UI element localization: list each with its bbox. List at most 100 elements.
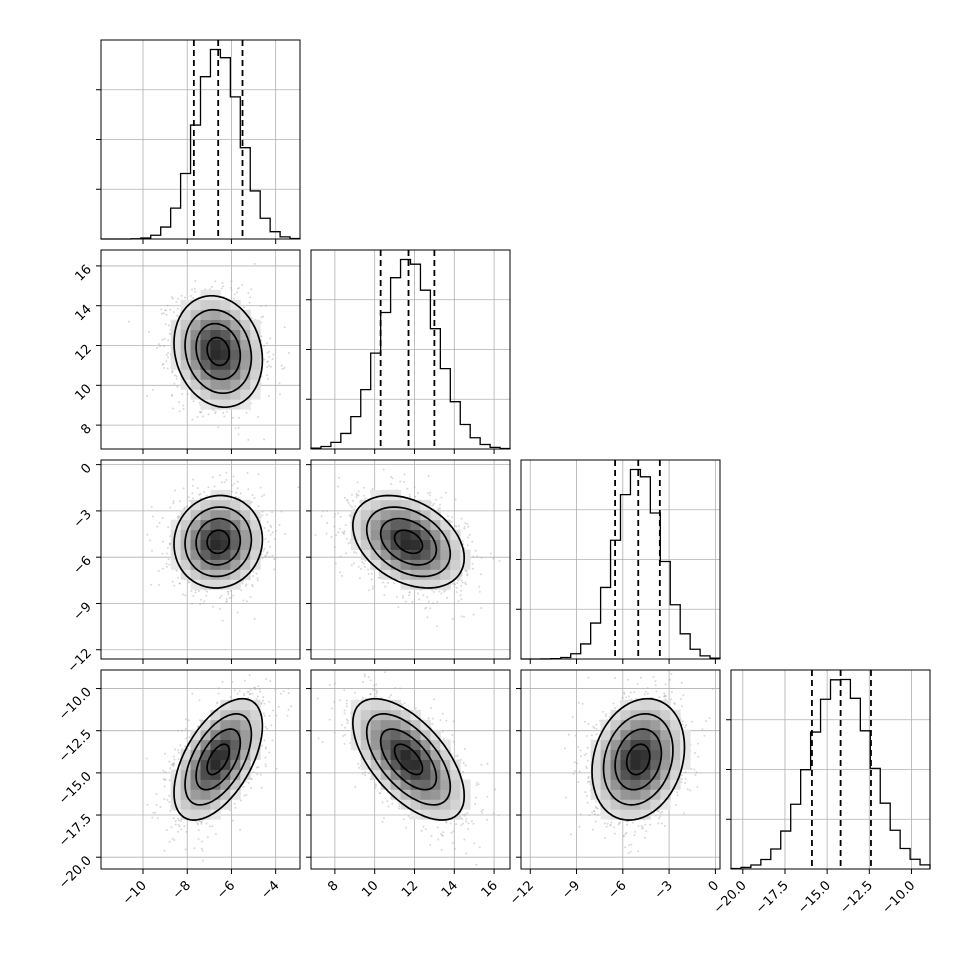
density-cell: [380, 559, 391, 570]
scatter-point: [230, 596, 233, 599]
density-cell: [250, 349, 261, 360]
scatter-point: [201, 849, 204, 852]
scatter-point: [454, 525, 457, 527]
density-cell: [240, 719, 251, 731]
scatter-point: [177, 729, 179, 732]
scatter-point: [437, 507, 440, 510]
density-cell: [350, 729, 362, 741]
scatter-point: [466, 544, 469, 547]
scatter-point: [200, 847, 203, 850]
scatter-point: [711, 688, 714, 690]
density-cell: [370, 759, 382, 770]
scatter-point: [403, 473, 406, 476]
scatter-point: [237, 433, 240, 436]
scatter-point: [256, 695, 259, 698]
scatter-point: [452, 720, 455, 723]
scatter-point: [236, 611, 239, 614]
scatter-point: [173, 382, 176, 385]
scatter-point: [320, 515, 323, 518]
scatter-point: [151, 515, 154, 518]
scatter-point: [371, 588, 374, 590]
scatter-point: [205, 494, 208, 497]
density-cell: [360, 729, 372, 741]
scatter-point: [266, 351, 269, 354]
scatter-point: [333, 731, 336, 734]
density-cell: [440, 739, 451, 750]
scatter-point: [264, 747, 267, 750]
scatter-point: [357, 490, 360, 493]
density-cell: [230, 559, 241, 570]
scatter-point: [197, 725, 200, 727]
scatter-point: [259, 773, 262, 776]
scatter-point: [193, 287, 196, 290]
scatter-point: [573, 770, 576, 772]
tick-label-y: −17.5: [56, 811, 95, 850]
density-cell: [410, 809, 421, 820]
tick-label-y: −6: [71, 553, 95, 577]
scatter-point: [684, 777, 687, 780]
scatter-point: [281, 367, 284, 370]
scatter-point: [172, 502, 175, 505]
scatter-point: [169, 767, 172, 770]
scatter-point: [177, 817, 180, 820]
scatter-point: [237, 287, 240, 289]
density-cell: [420, 809, 431, 820]
scatter-point: [451, 516, 454, 519]
scatter-point: [361, 772, 364, 775]
panel-3-0: −20.0−17.5−15.0−12.5−10.0−10 −8 −6 −4: [56, 669, 301, 908]
scatter-point: [273, 568, 276, 571]
scatter-point: [171, 837, 174, 840]
density-cell: [210, 709, 221, 721]
scatter-point: [237, 287, 239, 290]
scatter-point: [463, 838, 466, 841]
scatter-point: [269, 533, 272, 536]
scatter-point: [256, 773, 259, 776]
scatter-point: [467, 828, 470, 831]
scatter-point: [658, 696, 661, 699]
contour-0: [206, 336, 231, 367]
scatter-point: [486, 818, 489, 821]
scatter-point: [457, 525, 460, 528]
scatter-point: [174, 748, 176, 751]
density-cell: [370, 749, 382, 760]
density-cell: [190, 509, 201, 521]
scatter-point: [173, 758, 176, 761]
scatter-point: [226, 600, 228, 603]
scatter-point: [196, 415, 199, 418]
scatter-point: [610, 821, 613, 824]
scatter-point: [220, 594, 223, 597]
scatter-point: [353, 691, 356, 694]
scatter-point: [452, 830, 455, 833]
scatter-point: [657, 810, 660, 813]
scatter-point: [454, 498, 457, 501]
density-cell: [240, 399, 251, 410]
contour-2: [184, 506, 253, 578]
scatter-point: [335, 534, 338, 537]
density-cell: [460, 799, 471, 810]
scatter-point: [378, 571, 381, 574]
scatter-point: [208, 288, 211, 291]
scatter-point: [172, 817, 175, 820]
scatter-point: [680, 774, 683, 777]
scatter-point: [624, 846, 627, 849]
density-cell: [410, 719, 421, 731]
density-cell: [250, 739, 261, 750]
scatter-point: [475, 863, 478, 866]
density-cell: [230, 579, 241, 590]
scatter-point: [355, 496, 358, 499]
scatter-point: [271, 358, 274, 360]
panel-frame: [520, 459, 721, 660]
panel-frame: [100, 39, 301, 240]
scatter-point: [708, 717, 711, 720]
scatter-point: [486, 795, 489, 798]
scatter-point: [450, 831, 453, 834]
density-cell: [410, 509, 421, 521]
scatter-point: [184, 727, 187, 730]
scatter-point: [349, 504, 352, 507]
scatter-point: [280, 510, 283, 513]
scatter-point: [220, 287, 223, 290]
density-cell: [190, 369, 201, 380]
density-cell: [420, 509, 431, 521]
scatter-point: [264, 304, 267, 307]
density-cell: [200, 549, 211, 560]
